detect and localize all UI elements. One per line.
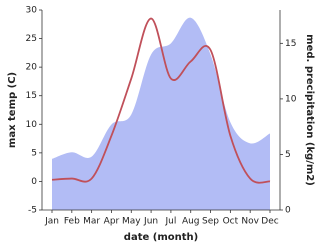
y2-tick-label: 15 (285, 39, 296, 49)
x-tick-label: Feb (64, 217, 80, 227)
y-tick-label: 0 (31, 177, 37, 187)
y-tick-label: 20 (26, 63, 38, 73)
y-tick-label: -5 (28, 206, 37, 216)
x-tick-label: Nov (241, 217, 259, 227)
x-tick-label: Jun (143, 217, 158, 227)
y2-tick-label: 0 (285, 206, 291, 216)
temperature-line (51, 17, 271, 184)
y-tick-label: 5 (31, 148, 37, 158)
y-axis-label: max temp (C) (7, 72, 18, 148)
x-tick-label: Mar (83, 217, 100, 227)
y2-tick-label: 5 (285, 150, 291, 160)
y-tick-label: 30 (26, 6, 38, 16)
x-tick-label: Aug (182, 217, 200, 227)
x-tick-label: Jan (44, 217, 59, 227)
y-tick-label: 10 (26, 120, 38, 130)
x-tick-label: May (122, 217, 141, 227)
y2-axis-label: med. precipitation (kg/m2) (304, 34, 315, 186)
precipitation-area (52, 17, 270, 211)
y2-tick-label: 10 (285, 94, 297, 104)
y-tick-label: 25 (26, 34, 37, 44)
x-tick-label: Dec (261, 217, 278, 227)
y-tick-label: 15 (26, 91, 37, 101)
x-tick-label: Oct (223, 217, 239, 227)
x-tick-label: Jul (164, 217, 176, 227)
x-tick-label: Sep (202, 217, 219, 227)
x-axis-label: date (month) (124, 232, 198, 243)
x-tick-label: Apr (104, 217, 120, 227)
